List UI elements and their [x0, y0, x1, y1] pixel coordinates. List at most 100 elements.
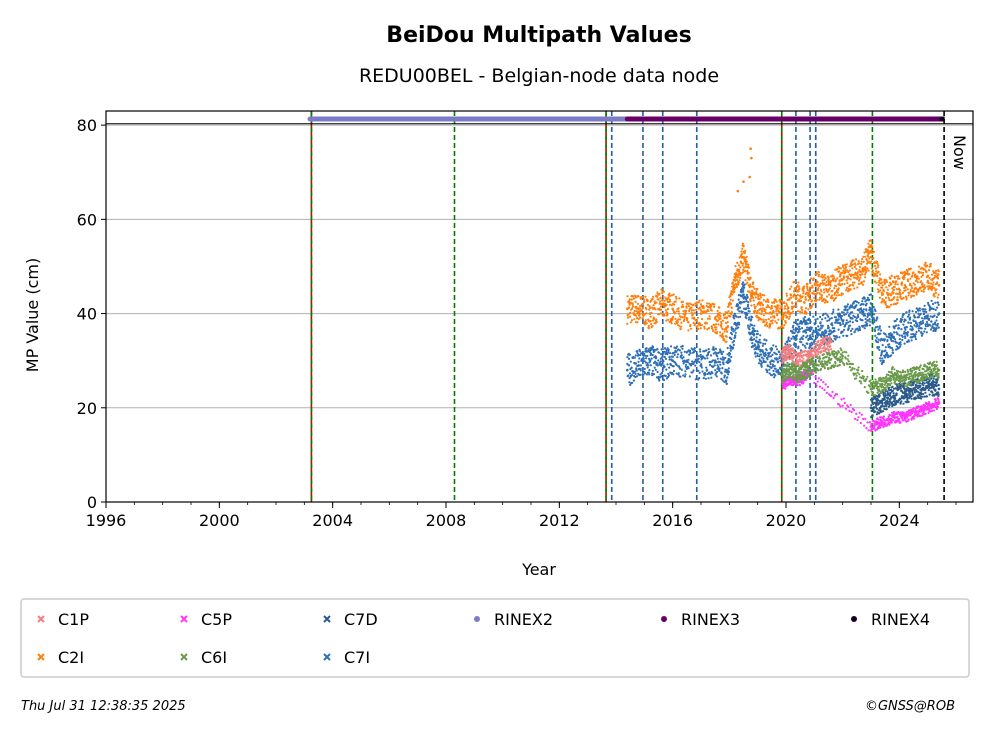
data-point-C7I: [846, 311, 849, 314]
data-point-C7I: [861, 300, 864, 303]
data-point-C2I: [788, 315, 791, 318]
data-point-C7I: [729, 352, 732, 355]
data-point-C7I: [658, 379, 661, 382]
data-point-C2I: [779, 307, 782, 310]
data-point-C7I: [687, 367, 690, 370]
data-point-C1P: [816, 348, 819, 351]
data-point-C2I: [637, 307, 640, 311]
data-point-C6I: [815, 371, 818, 374]
data-point-C2I: [646, 303, 650, 306]
data-point-C7D: [907, 389, 911, 392]
data-point-C2I: [663, 314, 666, 317]
data-point-C7I: [774, 345, 778, 348]
data-point-C2I: [681, 316, 684, 319]
data-point-C7I: [904, 336, 907, 340]
data-point-C7I: [929, 324, 932, 327]
data-point-C2I: [755, 291, 758, 294]
data-point-C5P: [912, 407, 915, 410]
data-point-C1P: [796, 363, 799, 366]
data-point-C2I: [895, 288, 898, 291]
data-point-C7I: [804, 323, 808, 326]
data-point-C2I: [832, 275, 835, 278]
data-point-C2I: [744, 249, 747, 253]
data-point-C7I: [664, 357, 668, 360]
data-point-C2I: [820, 275, 823, 278]
data-point-C7I: [697, 357, 700, 360]
data-point-C7I: [868, 324, 872, 327]
data-point-C2I: [731, 293, 734, 296]
data-point-C7I: [627, 374, 630, 377]
data-point-C2I: [640, 308, 643, 312]
data-point-C6I: [863, 386, 866, 389]
data-point-C7I: [932, 323, 935, 326]
data-point-C7I: [730, 326, 733, 329]
data-point-C2I: [936, 281, 939, 284]
data-point-C7I: [792, 328, 795, 331]
data-point-C6I: [879, 392, 883, 395]
data-point-C2I: [807, 308, 810, 311]
data-point-C7I: [842, 328, 846, 331]
data-point-C2I: [742, 244, 745, 247]
data-point-C6I: [827, 356, 831, 359]
data-point-C7D: [923, 395, 927, 398]
data-point-C7D: [883, 398, 887, 401]
data-point-C2I: [807, 299, 810, 302]
data-point-C7I: [709, 354, 713, 357]
data-point-C2I: [890, 282, 893, 285]
data-point-C7I: [759, 341, 762, 344]
data-point-C7I: [764, 360, 767, 363]
data-point-C7I: [775, 353, 778, 356]
data-point-C7D: [875, 407, 879, 410]
data-point-C6I: [855, 377, 858, 380]
data-point-C5P: [815, 384, 818, 387]
data-point-C2I: [781, 312, 785, 315]
data-point-C2I: [725, 326, 728, 330]
data-point-C7I: [924, 323, 927, 326]
data-point-C2I: [929, 282, 933, 285]
data-point-C2I: [820, 290, 823, 293]
data-point-C7I: [688, 353, 691, 356]
data-point-C2I: [822, 288, 826, 291]
data-point-C2I: [813, 296, 816, 299]
data-point-C5P: [884, 422, 887, 425]
data-point-C7I: [909, 325, 912, 328]
data-point-C7I: [835, 316, 838, 319]
data-point-C2I: [733, 283, 736, 286]
data-point-C6I: [794, 367, 797, 370]
data-point-C2I: [843, 282, 846, 286]
data-point-C1P: [824, 350, 827, 353]
data-point-C5P: [931, 409, 934, 412]
data-point-C2I: [733, 279, 737, 282]
data-point-C2I: [709, 306, 712, 310]
data-point-C7D: [884, 394, 887, 397]
data-point-C2I: [835, 285, 838, 288]
data-point-C7I: [720, 377, 723, 380]
data-point-C7I: [733, 317, 736, 320]
data-point-C7I: [758, 355, 761, 358]
data-point-C7I: [739, 315, 742, 318]
data-point-C2I: [903, 284, 907, 287]
data-point-C2I: [769, 323, 772, 326]
data-point-C6I: [886, 385, 889, 388]
data-point-C7I: [837, 328, 840, 331]
data-point-C2I: [783, 307, 786, 310]
data-point-C7I: [921, 317, 924, 320]
data-point-C7I: [745, 293, 749, 297]
data-point-C6I: [804, 362, 807, 365]
data-point-C7I: [636, 350, 639, 353]
data-point-C6I: [791, 378, 794, 381]
data-point-C7I: [877, 338, 880, 341]
data-point-C2I: [710, 305, 713, 308]
data-point-C7I: [639, 373, 642, 376]
data-point-C7I: [660, 375, 663, 378]
data-point-C7I: [720, 372, 723, 375]
data-point-C5P: [816, 380, 819, 383]
data-point-C7I: [931, 302, 935, 306]
data-point-C2I: [777, 304, 780, 307]
data-point-C7I: [815, 329, 818, 332]
data-point-C6I: [812, 360, 815, 363]
data-point-C2I: [879, 289, 882, 292]
data-point-C6I: [897, 384, 900, 387]
data-point-C2I: [864, 276, 867, 279]
data-point-C7I: [746, 312, 749, 315]
